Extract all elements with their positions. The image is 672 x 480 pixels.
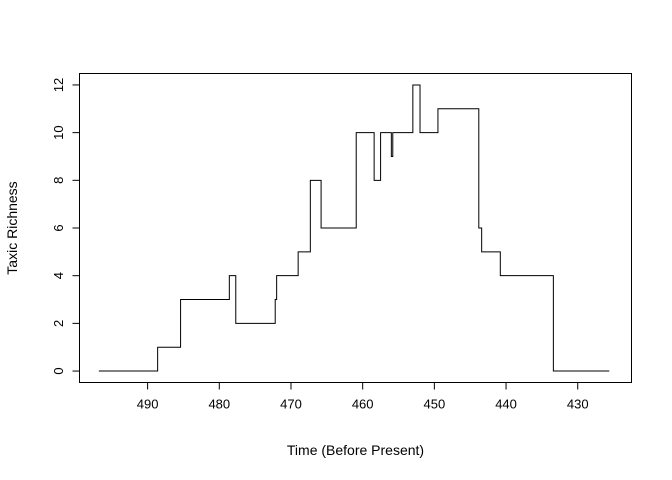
x-axis-title: Time (Before Present) [287,442,424,458]
series-line [98,84,610,372]
x-tick-label: 430 [567,397,589,412]
y-tick-label: 10 [51,125,66,139]
y-tick-label: 12 [51,78,66,92]
y-tick-label: 0 [51,367,66,374]
x-tick-label: 470 [280,397,302,412]
y-axis: 0 2 4 6 8 10 12 [51,78,80,375]
x-tick-label: 440 [495,397,517,412]
x-tick-label: 450 [424,397,446,412]
y-tick-label: 2 [51,320,66,327]
x-tick-label: 480 [208,397,230,412]
y-axis-title: Taxic Richness [4,181,20,274]
y-tick-label: 6 [51,224,66,231]
y-tick-label: 4 [51,272,66,279]
x-tick-label: 490 [137,397,159,412]
y-tick-label: 8 [51,177,66,184]
x-axis: 490 480 470 460 450 440 430 [137,382,589,412]
x-tick-label: 460 [352,397,374,412]
